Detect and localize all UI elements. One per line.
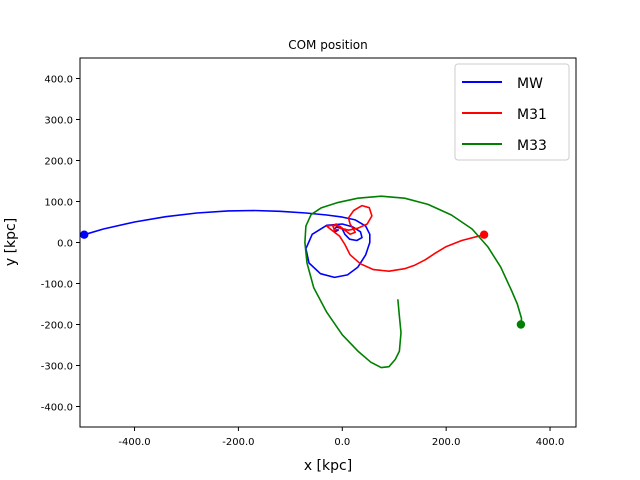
y-axis-ticks: -400.0 -300.0 -200.0 -100.0 0.0 100.0 200.0 300… [41, 75, 80, 414]
series-marker-mw [80, 230, 89, 239]
y-tick-label: 200.0 [44, 157, 73, 168]
legend-label-mw: MW [517, 76, 543, 92]
y-tick-label: -100.0 [41, 280, 73, 291]
x-axis-title: x [kpc] [304, 458, 352, 474]
series-line-mw [83, 209, 371, 279]
x-tick-label: 0.0 [334, 437, 350, 448]
y-tick-label: -200.0 [41, 321, 73, 332]
legend-label-m33: M33 [517, 138, 547, 154]
series-line-m33 [304, 195, 523, 369]
series-marker-m33 [516, 320, 526, 329]
x-tick-label: -200.0 [222, 437, 254, 448]
y-tick-label: -400.0 [41, 403, 73, 414]
x-tick-label: 400.0 [536, 437, 565, 448]
y-tick-label: 100.0 [44, 198, 73, 209]
series-layer [80, 195, 526, 369]
y-tick-label: 0.0 [57, 239, 73, 250]
x-tick-label: 200.0 [432, 437, 461, 448]
y-tick-label: 300.0 [44, 116, 73, 127]
legend-box [454, 63, 570, 161]
x-tick-label: -400.0 [118, 437, 150, 448]
y-tick-label: -300.0 [41, 362, 73, 373]
series-line-m31 [325, 204, 485, 272]
x-axis-ticks: -400.0 -200.0 0.0 200.0 400.0 [118, 427, 564, 448]
legend-label-m31: M31 [517, 107, 547, 123]
y-tick-label: 400.0 [44, 75, 73, 86]
chart-title: COM position [288, 38, 368, 52]
legend: MW M31 M33 [454, 63, 570, 161]
series-marker-m31 [479, 230, 489, 239]
y-axis-title: y [kpc] [3, 218, 19, 266]
